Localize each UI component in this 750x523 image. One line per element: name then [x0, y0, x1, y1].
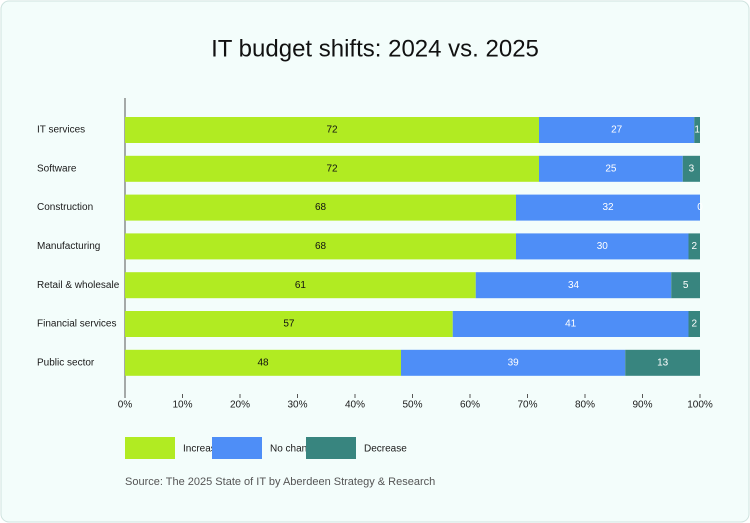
x-tick-label: 100% — [687, 400, 713, 411]
x-tick-label: 10% — [172, 400, 192, 411]
data-label: 68 — [315, 202, 327, 213]
y-tick-label: Financial services — [37, 319, 116, 330]
x-tick-label: 80% — [575, 400, 595, 411]
data-label: 2 — [691, 241, 697, 252]
bar-segment — [125, 117, 539, 143]
bar-segment — [682, 155, 700, 182]
legend-swatch — [125, 437, 175, 459]
data-label: 5 — [683, 280, 689, 291]
bar-segment — [688, 311, 700, 337]
data-label: 61 — [295, 280, 307, 291]
bar-segment — [516, 194, 700, 221]
source: Source: The 2025 State of IT by Aberdeen… — [125, 476, 435, 488]
y-tick-label: IT services — [37, 125, 85, 136]
data-label: 48 — [257, 357, 269, 368]
data-label: 27 — [611, 125, 623, 136]
data-label: 68 — [315, 241, 327, 252]
bar-segment — [516, 233, 689, 260]
data-label: 13 — [657, 357, 669, 368]
y-tick-label: Construction — [37, 202, 93, 213]
data-label: 2 — [691, 319, 697, 330]
bar-segment — [125, 194, 516, 221]
bar-segment — [401, 349, 626, 376]
legend-label: No change — [270, 444, 319, 455]
bar-segment — [125, 311, 453, 337]
data-label: 30 — [597, 241, 609, 252]
bar-segment — [125, 233, 516, 260]
data-label: 57 — [283, 319, 295, 330]
bar-segment — [539, 117, 695, 143]
bar-segment — [694, 117, 700, 143]
x-tick-label: 50% — [402, 400, 422, 411]
data-label: 0 — [697, 202, 703, 213]
x-tick-label: 0% — [118, 400, 133, 411]
data-label: 32 — [602, 202, 614, 213]
bar-segment — [125, 349, 401, 376]
legend-label: Increase — [183, 444, 222, 455]
bar-segment — [452, 311, 689, 337]
x-tick-label: 30% — [287, 400, 307, 411]
bar-segment — [125, 272, 476, 299]
y-tick-label: Public sector — [37, 357, 95, 368]
x-tick-label: 40% — [345, 400, 365, 411]
bar-segment — [625, 349, 700, 376]
data-label: 25 — [605, 163, 617, 174]
data-label: 39 — [508, 357, 520, 368]
bar-segment — [671, 272, 700, 299]
y-tick-label: Manufacturing — [37, 241, 100, 252]
bar-segment — [125, 155, 539, 182]
data-label: 72 — [326, 163, 338, 174]
y-tick-label: Software — [37, 163, 77, 174]
legend-swatch — [212, 437, 262, 459]
bar-segment — [539, 155, 683, 182]
bar-segment — [475, 272, 672, 299]
chart-title: IT budget shifts: 2024 vs. 2025 — [211, 35, 539, 62]
data-label: 41 — [565, 319, 577, 330]
bar-segment — [688, 233, 700, 260]
data-label: 3 — [689, 163, 695, 174]
x-tick-label: 60% — [460, 400, 480, 411]
x-tick-label: 20% — [230, 400, 250, 411]
data-label: 34 — [568, 280, 580, 291]
x-tick-label: 70% — [517, 400, 537, 411]
legend-label: Decrease — [364, 444, 407, 455]
x-tick-label: 90% — [632, 400, 652, 411]
legend-swatch — [306, 437, 356, 459]
y-tick-label: Retail & wholesale — [37, 280, 120, 291]
data-label: 72 — [326, 125, 338, 136]
data-label: 1 — [694, 125, 700, 136]
